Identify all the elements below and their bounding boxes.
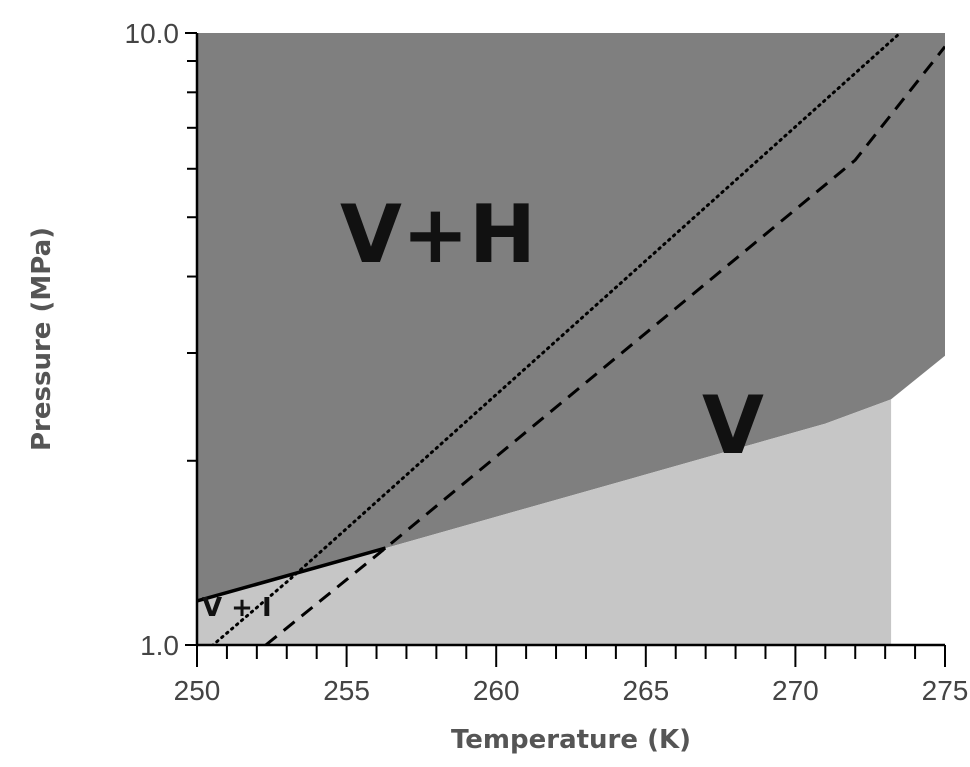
series-line-solid [197, 546, 386, 603]
x-tick-label: 255 [323, 675, 370, 706]
x-tick-label: 265 [622, 675, 669, 706]
phase-boundary-lines [197, 33, 945, 645]
region-label-vi: V + I [202, 593, 272, 623]
region-vh-area [197, 33, 945, 601]
series-line-dotted [210, 33, 902, 645]
x-tick-label: 250 [174, 675, 221, 706]
series-line-dashed [264, 45, 945, 645]
x-tick-label: 270 [772, 675, 819, 706]
phase-regions [197, 33, 945, 645]
axes [195, 33, 945, 647]
y-tick-label: 1.0 [140, 630, 179, 661]
x-axis-title: Temperature (K) [451, 725, 691, 755]
y-tick-label: 10.0 [125, 18, 180, 49]
x-tick-labels: 250 255 260 265 270 275 [174, 675, 969, 706]
region-labels: V+H V V + I [202, 188, 764, 623]
region-label-vh: V+H [340, 188, 536, 281]
region-label-v: V [702, 379, 764, 472]
x-ticks [196, 645, 946, 667]
x-tick-label: 260 [473, 675, 520, 706]
y-ticks [185, 32, 197, 646]
y-axis-title: Pressure (MPa) [27, 227, 57, 451]
x-tick-label: 275 [922, 675, 969, 706]
region-v-area [197, 399, 892, 645]
y-tick-labels: 1.0 10.0 [125, 18, 180, 661]
